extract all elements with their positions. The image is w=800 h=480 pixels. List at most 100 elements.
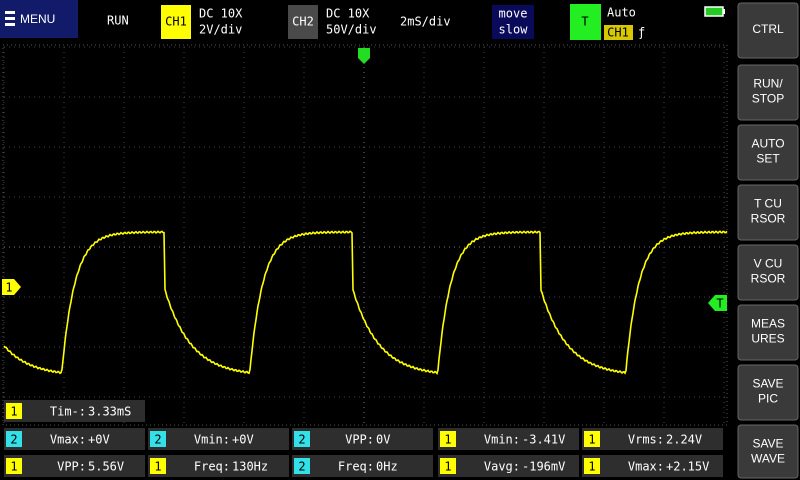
- trigger-label: T: [581, 15, 588, 29]
- measurement-value: 0Hz: [376, 460, 398, 474]
- measurement-channel-badge: [150, 458, 166, 474]
- measurement-channel: 1: [444, 433, 451, 447]
- ch1-badge[interactable]: [161, 5, 191, 39]
- trigger-mode: Auto: [607, 6, 636, 20]
- trigger-level-label: T: [716, 297, 723, 311]
- measurement-box: [582, 428, 723, 450]
- measurement-label: Vmin:: [484, 433, 520, 447]
- measurement-channel: 1: [588, 460, 595, 474]
- measurement-label: VPP:: [345, 433, 374, 447]
- measurement-channel: 2: [298, 433, 305, 447]
- measurement-label: Vmin:: [194, 433, 230, 447]
- measurement-label: Freq:: [194, 460, 230, 474]
- move-mode: move: [499, 7, 528, 21]
- menu-icon: [5, 17, 15, 20]
- measurement-value: -3.41V: [522, 433, 565, 447]
- measurement-value: 0V: [376, 433, 390, 447]
- side-button[interactable]: [737, 184, 799, 241]
- trigger-level-marker: [708, 295, 727, 311]
- measurement-box: [438, 455, 579, 477]
- ch1-label: CH1: [165, 15, 187, 29]
- measurement-label: Vavg:: [484, 460, 520, 474]
- side-button-label[interactable]: URES: [751, 332, 784, 346]
- trigger-position-marker: [358, 48, 370, 64]
- measurement-channel: 2: [298, 460, 305, 474]
- measurement-value: -196mV: [522, 460, 565, 474]
- side-button-label[interactable]: SAVE: [752, 437, 783, 451]
- side-button[interactable]: [737, 124, 799, 181]
- trigger-source-badge: [604, 25, 633, 40]
- move-mode-button[interactable]: [492, 5, 534, 39]
- side-button[interactable]: [737, 424, 799, 479]
- measurement-label: Freq:: [338, 460, 374, 474]
- side-button-label[interactable]: CTRL: [752, 22, 784, 36]
- side-button[interactable]: [737, 64, 799, 121]
- side-button[interactable]: [737, 2, 799, 59]
- side-button-label[interactable]: SAVE: [752, 377, 783, 391]
- side-button-label[interactable]: AUTO: [751, 137, 784, 151]
- ch1-scale: 2V/div: [199, 23, 242, 37]
- measurement-value: 2.24V: [666, 433, 702, 447]
- side-button[interactable]: [737, 304, 799, 361]
- side-button-label[interactable]: MEAS: [751, 317, 785, 331]
- side-button[interactable]: [737, 244, 799, 301]
- measurement-label: VPP:: [57, 460, 86, 474]
- trigger-badge[interactable]: [570, 4, 601, 40]
- timebase[interactable]: 2mS/div: [400, 15, 451, 29]
- measurement-channel-badge: [6, 403, 22, 419]
- measurement-value: +0V: [88, 433, 110, 447]
- measurement-channel-badge: [6, 431, 22, 447]
- measurement-channel: 2: [10, 433, 17, 447]
- ch1-trace: [3, 230, 728, 375]
- measurement-label: Vmax:: [628, 460, 664, 474]
- measurement-box: [582, 455, 723, 477]
- measurement-box: [292, 428, 433, 450]
- measurement-channel-badge: [6, 458, 22, 474]
- measurement-channel: 1: [444, 460, 451, 474]
- measurement-box: [4, 400, 145, 422]
- menu-icon: [5, 23, 15, 26]
- ch2-badge[interactable]: [288, 5, 318, 39]
- measurement-value: +0V: [232, 433, 254, 447]
- side-button-label[interactable]: PIC: [758, 392, 778, 406]
- trigger-edge: ƒ: [638, 26, 645, 40]
- ch2-coupling: DC 10X: [326, 7, 370, 21]
- grid: [3, 46, 726, 423]
- measurement-channel: 1: [10, 460, 17, 474]
- side-button-label[interactable]: T CU: [754, 197, 782, 211]
- run-status[interactable]: RUN: [107, 14, 129, 28]
- side-button-label[interactable]: WAVE: [751, 452, 785, 466]
- side-button-label[interactable]: V CU: [754, 257, 783, 271]
- measurement-channel: 1: [10, 405, 17, 419]
- ch1-coupling: DC 10X: [199, 7, 243, 21]
- measurement-label: Tim-:: [50, 405, 86, 419]
- measurement-box: [4, 428, 145, 450]
- ch1-marker-label: 1: [5, 281, 12, 295]
- measurement-channel-badge: [150, 431, 166, 447]
- measurement-channel-badge: [440, 458, 456, 474]
- ch1-marker: [2, 279, 21, 295]
- measurement-label: Vmax:: [50, 433, 86, 447]
- menu-icon: [5, 11, 15, 14]
- side-button-label[interactable]: SET: [756, 152, 780, 166]
- measurement-channel-badge: [294, 431, 310, 447]
- ch2-label: CH2: [292, 15, 314, 29]
- menu-label[interactable]: MENU: [20, 12, 55, 26]
- side-button-label[interactable]: RUN/: [753, 77, 783, 91]
- measurement-label: Vrms:: [628, 433, 664, 447]
- battery: [704, 6, 724, 17]
- move-speed: slow: [499, 23, 529, 37]
- measurement-channel-badge: [584, 458, 600, 474]
- side-button-label[interactable]: RSOR: [751, 212, 786, 226]
- side-button[interactable]: [737, 364, 799, 421]
- side-button-label[interactable]: RSOR: [751, 272, 786, 286]
- side-button-label[interactable]: STOP: [752, 92, 784, 106]
- measurement-box: [292, 455, 433, 477]
- measurement-box: [148, 455, 289, 477]
- measurement-box: [438, 428, 579, 450]
- measurement-channel: 1: [588, 433, 595, 447]
- battery-tip: [723, 9, 725, 14]
- measurement-channel-badge: [584, 431, 600, 447]
